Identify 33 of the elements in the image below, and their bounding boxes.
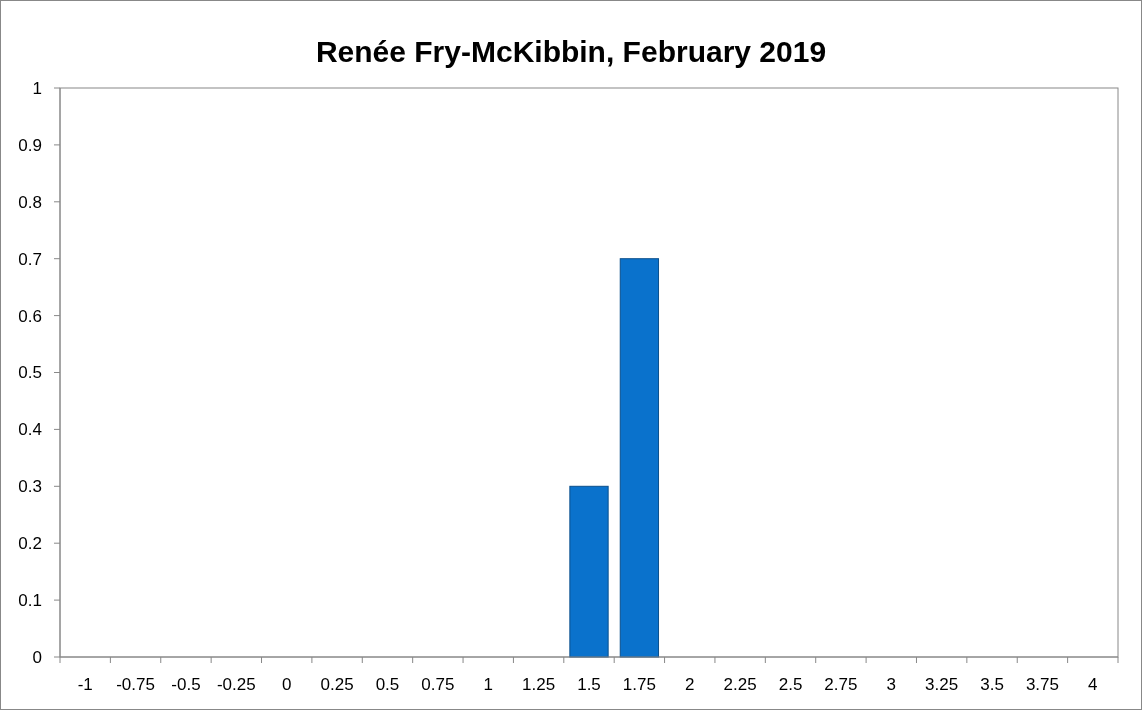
x-tick-label: 2.25 [723,675,757,694]
x-tick-label: 1.5 [577,675,601,694]
y-tick-label: 0 [32,647,42,667]
x-tick-label: 1.75 [622,675,656,694]
y-tick-label: 0.5 [18,363,42,383]
x-tick-label: 0.25 [320,675,354,694]
y-tick-label: 0.4 [18,420,42,440]
x-tick-label: 2.5 [778,675,803,694]
x-tick-label: -0.25 [216,675,256,694]
x-tick-label: 1.25 [522,675,556,694]
x-tick-label: -0.75 [116,675,155,694]
chart-title: Renée Fry-McKibbin, February 2019 [315,35,827,68]
y-tick-label: 0.9 [18,135,42,155]
x-tick-label: 2.75 [824,675,858,694]
x-tick-label: 0.5 [375,675,400,694]
x-tick-label: 0 [281,675,292,694]
x-tick-label: 3 [886,675,897,694]
x-tick-label: 3.25 [925,675,959,694]
x-tick-label: 3.5 [980,675,1004,694]
y-tick-label: 0.7 [18,249,42,269]
x-tick-label: 2 [685,675,695,694]
x-tick-label: 3.75 [1025,675,1059,694]
x-tick-label: 4 [1088,675,1098,694]
y-tick-label: 0.3 [18,477,42,497]
y-tick-label: 0.8 [18,192,42,212]
y-tick-label: 1 [32,78,42,98]
y-tick-label: 0.6 [18,306,42,326]
x-tick-label: 0.75 [421,675,455,694]
x-tick-label: -0.5 [171,675,201,694]
x-tick-label: -1 [77,675,93,694]
y-tick-label: 0.1 [18,591,42,611]
x-tick-label: 1 [483,675,493,694]
y-tick-label: 0.2 [18,534,42,554]
